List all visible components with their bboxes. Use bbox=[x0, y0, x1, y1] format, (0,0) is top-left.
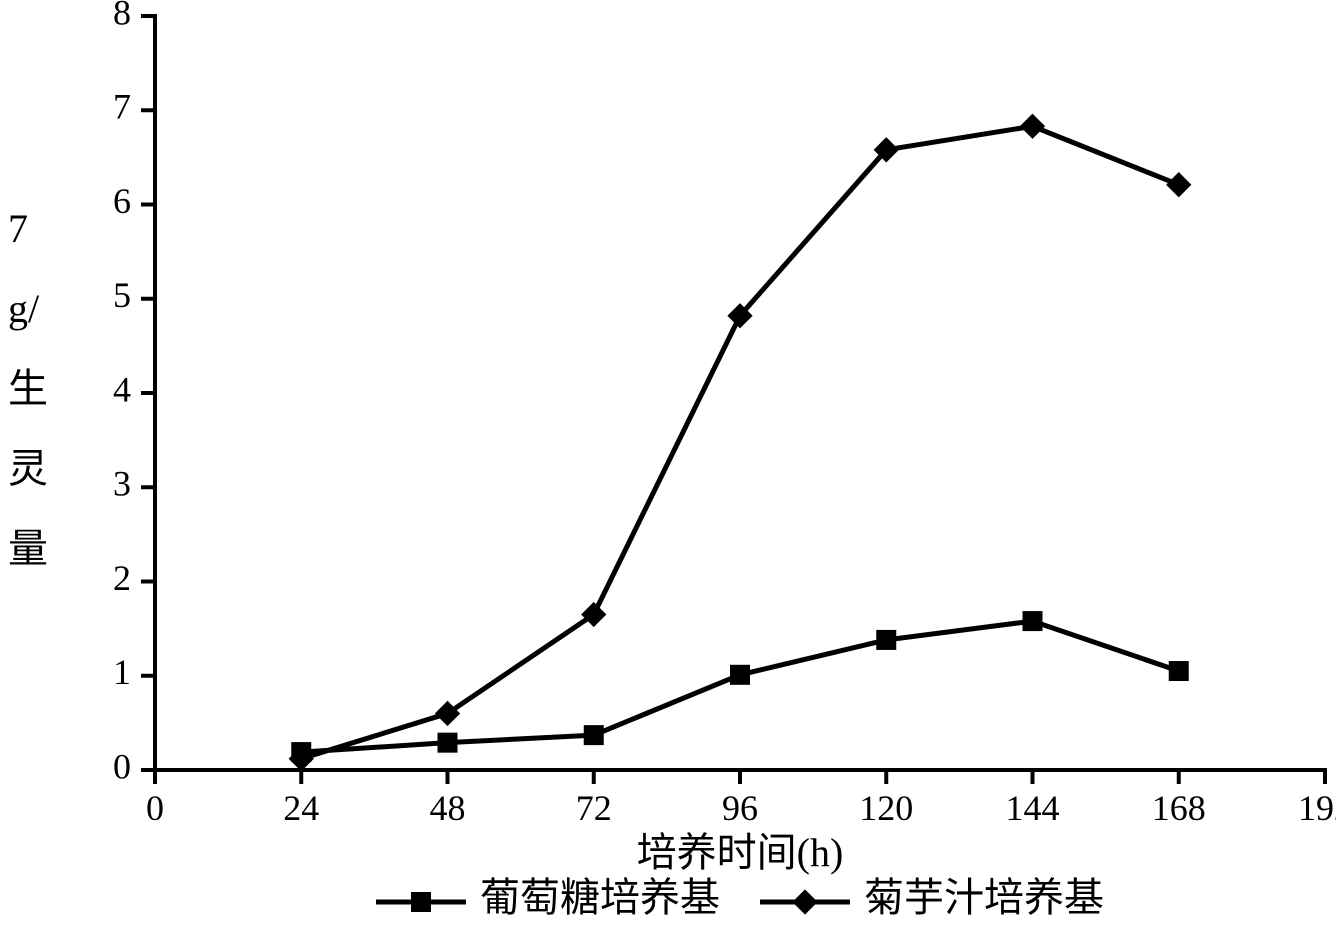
x-tick-label: 24 bbox=[283, 788, 319, 828]
legend-label: 菊芋汁培养基 bbox=[864, 875, 1104, 920]
y-axis-label-fragment: 7 bbox=[8, 206, 28, 251]
x-axis-label: 培养时间(h) bbox=[637, 830, 844, 875]
legend-label: 葡萄糖培养基 bbox=[480, 875, 720, 920]
y-tick-label: 2 bbox=[113, 558, 131, 598]
x-tick-label: 96 bbox=[722, 788, 758, 828]
y-tick-label: 0 bbox=[113, 746, 131, 786]
line-chart: 0 1 2 3 4 5 6 7 8 0 24 48 72 96 120 144 168 192 培养时间(h) 7 g/… bbox=[0, 0, 1336, 925]
series-marker bbox=[584, 725, 604, 745]
y-tick-label: 7 bbox=[113, 87, 131, 127]
series-marker bbox=[1169, 661, 1189, 681]
y-axis-label-fragment: 生 bbox=[8, 366, 48, 411]
y-tick-label: 3 bbox=[113, 464, 131, 504]
x-tick-label: 120 bbox=[859, 788, 913, 828]
series-marker bbox=[1023, 611, 1043, 631]
x-tick-label: 168 bbox=[1152, 788, 1206, 828]
x-tick-label: 192 bbox=[1298, 788, 1336, 828]
y-tick-label: 1 bbox=[113, 652, 131, 692]
x-tick-label: 48 bbox=[430, 788, 466, 828]
y-axis-label-fragment: 量 bbox=[8, 526, 48, 571]
x-tick-label: 72 bbox=[576, 788, 612, 828]
x-tick-label: 144 bbox=[1006, 788, 1060, 828]
x-tick-label: 0 bbox=[146, 788, 164, 828]
y-tick-label: 6 bbox=[113, 181, 131, 221]
y-tick-label: 8 bbox=[113, 0, 131, 32]
series-marker bbox=[730, 665, 750, 685]
legend-marker bbox=[411, 892, 431, 912]
y-axis-label-fragment: 灵 bbox=[8, 446, 48, 491]
series-marker bbox=[876, 630, 896, 650]
y-tick-label: 5 bbox=[113, 275, 131, 315]
series-marker bbox=[438, 733, 458, 753]
y-tick-label: 4 bbox=[113, 369, 131, 409]
y-axis-label-fragment: g/ bbox=[8, 286, 40, 331]
